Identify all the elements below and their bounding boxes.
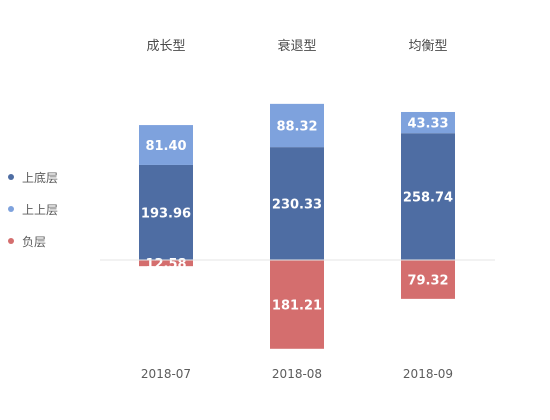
bar-segment-upper-top xyxy=(401,111,455,134)
data-label: 12.58 xyxy=(145,257,186,272)
x-tick-label: 2018-08 xyxy=(272,367,322,381)
x-tick-label: 2018-07 xyxy=(141,367,191,381)
column-title: 成长型 xyxy=(146,39,185,54)
legend-label: 上底层 xyxy=(22,170,59,185)
legend-marker-upper-top xyxy=(8,206,14,212)
bar-segment-upper-bottom xyxy=(270,147,324,260)
data-label: 79.32 xyxy=(407,273,448,288)
bar-segment-upper-bottom xyxy=(139,164,193,260)
data-label: 43.33 xyxy=(407,117,448,132)
legend-marker-negative xyxy=(8,238,14,244)
column-title: 衰退型 xyxy=(277,38,316,54)
legend: 上底层 上上层 负层 xyxy=(8,168,58,264)
legend-item-upper-top[interactable]: 上上层 xyxy=(8,200,58,218)
legend-item-upper-bottom[interactable]: 上底层 xyxy=(8,168,58,186)
data-label: 258.74 xyxy=(403,191,453,206)
bar-segment-upper-bottom xyxy=(401,133,455,260)
legend-marker-upper-bottom xyxy=(8,174,14,180)
bar-segment-negative xyxy=(270,260,324,349)
data-label: 88.32 xyxy=(276,119,317,134)
column-title: 均衡型 xyxy=(408,39,447,54)
bar-segment-upper-top xyxy=(270,103,324,148)
x-tick-label: 2018-09 xyxy=(403,367,453,381)
bar-segment-upper-top xyxy=(139,125,193,165)
bar-segment-negative xyxy=(401,260,455,299)
legend-label: 负层 xyxy=(22,234,47,249)
data-label: 193.96 xyxy=(141,206,191,221)
data-label: 181.21 xyxy=(272,298,322,313)
legend-label: 上上层 xyxy=(22,202,59,217)
legend-item-negative[interactable]: 负层 xyxy=(8,232,58,250)
data-label: 81.40 xyxy=(145,139,186,154)
bar-segment-negative xyxy=(139,260,193,267)
data-label: 230.33 xyxy=(272,198,322,213)
